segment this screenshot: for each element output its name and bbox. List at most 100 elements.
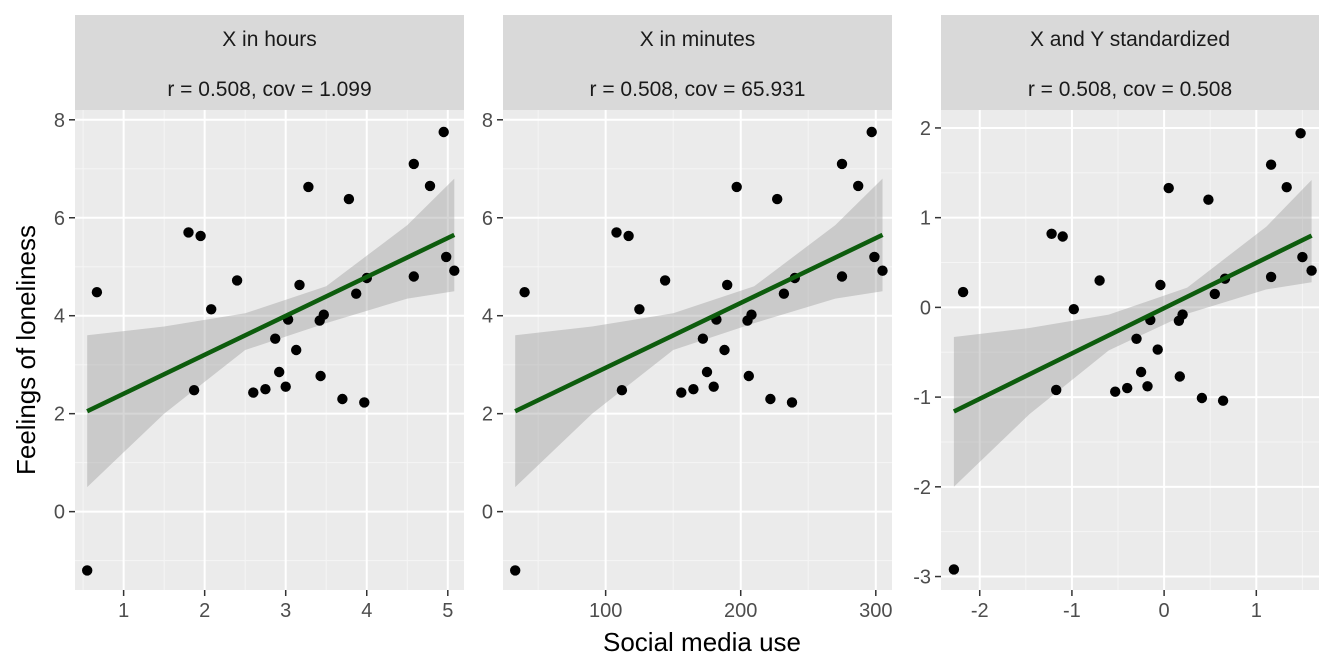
data-point (274, 366, 285, 378)
x-tick-label: 1 (118, 600, 129, 622)
data-point (836, 158, 848, 170)
data-point (1174, 371, 1186, 382)
x-tick-label: 5 (442, 600, 453, 622)
data-point (1196, 392, 1208, 404)
data-point (623, 230, 634, 242)
data-point (188, 385, 200, 396)
data-point (231, 275, 243, 286)
y-tick-label: 2 (920, 118, 931, 140)
x-tick-label: 200 (724, 600, 757, 622)
y-tick-label: -1 (913, 387, 931, 409)
data-point (866, 126, 877, 138)
x-tick-label: 100 (589, 600, 622, 622)
x-tick-label: 4 (361, 600, 372, 622)
data-point (206, 304, 217, 315)
data-point (449, 265, 460, 276)
data-point (731, 181, 742, 193)
data-point (708, 381, 719, 392)
data-point (611, 227, 622, 238)
y-tick-label: 8 (54, 110, 65, 132)
data-point (1265, 271, 1277, 283)
y-tick-label: 2 (482, 404, 493, 426)
y-tick-label: -3 (913, 567, 931, 589)
data-point (722, 279, 733, 291)
facet-stats: r = 0.508, cov = 1.099 (167, 78, 371, 101)
data-point (351, 288, 362, 299)
data-point (1152, 344, 1163, 355)
facet-strip (75, 15, 464, 110)
data-point (359, 397, 370, 408)
data-point (1306, 265, 1317, 276)
panel-background (75, 110, 464, 590)
data-point (659, 275, 671, 286)
y-tick-label: 1 (920, 208, 931, 230)
confidence-band (953, 180, 1312, 487)
data-point (1051, 384, 1062, 396)
data-point (688, 384, 699, 395)
data-point (1297, 251, 1308, 263)
x-tick-label: 1 (1251, 600, 1262, 622)
y-axis-title: Feelings of loneliness (11, 225, 41, 475)
data-point (616, 385, 628, 396)
facet-title: X in minutes (640, 28, 756, 51)
data-point (1295, 128, 1306, 139)
data-point (778, 288, 790, 299)
data-point (1209, 288, 1221, 300)
data-point (91, 287, 103, 298)
data-point (1046, 228, 1057, 239)
data-point (1122, 382, 1133, 394)
data-point (1142, 381, 1153, 392)
data-point (743, 370, 754, 382)
confidence-band (87, 178, 455, 488)
data-point (772, 193, 783, 205)
confidence-band (515, 178, 883, 488)
data-point (519, 287, 530, 298)
data-point (634, 304, 645, 315)
facet-panel-1: X in hours r = 0.508, cov = 1.099 1 2 3 4 5 0 2 4… (54, 15, 464, 622)
data-point (957, 286, 969, 298)
data-point (1155, 279, 1166, 291)
y-tick-label: 0 (920, 297, 931, 319)
data-point (438, 126, 449, 138)
data-point (510, 565, 521, 576)
y-tick-label: 4 (482, 306, 493, 328)
data-point (408, 158, 419, 170)
data-point (877, 265, 888, 276)
data-point (303, 181, 314, 193)
data-point (195, 230, 206, 242)
data-point (836, 271, 848, 282)
facet-strip (941, 15, 1319, 110)
data-point (270, 333, 281, 344)
data-point (701, 366, 713, 378)
data-point (441, 251, 452, 263)
data-point (746, 309, 757, 320)
x-axis-title: Social media use (603, 627, 801, 657)
data-point (719, 344, 730, 356)
facet-stats: r = 0.508, cov = 0.508 (1028, 78, 1232, 101)
regression-line (86, 232, 456, 414)
facet-title: X in hours (222, 28, 317, 51)
data-point (315, 370, 326, 382)
data-point (1281, 182, 1292, 193)
data-point (408, 271, 419, 282)
data-point (1135, 366, 1147, 378)
x-tick-label: 3 (280, 600, 291, 622)
data-point (1094, 275, 1105, 286)
data-point (676, 387, 687, 398)
data-point (1177, 309, 1188, 320)
data-point (260, 384, 271, 395)
y-tick-label: 6 (482, 208, 493, 230)
data-point (248, 387, 259, 398)
data-point (291, 344, 302, 356)
y-tick-label: 2 (54, 404, 65, 426)
data-point (948, 564, 960, 575)
y-tick-label: 0 (54, 502, 65, 524)
data-point (869, 251, 880, 263)
data-point (1217, 395, 1229, 406)
x-tick-label: -1 (1063, 600, 1081, 622)
data-point (424, 180, 436, 192)
facet-strip (503, 15, 892, 110)
facet-panel-3: X and Y standardized r = 0.508, cov = 0.5… (913, 15, 1319, 622)
data-point (82, 565, 93, 576)
